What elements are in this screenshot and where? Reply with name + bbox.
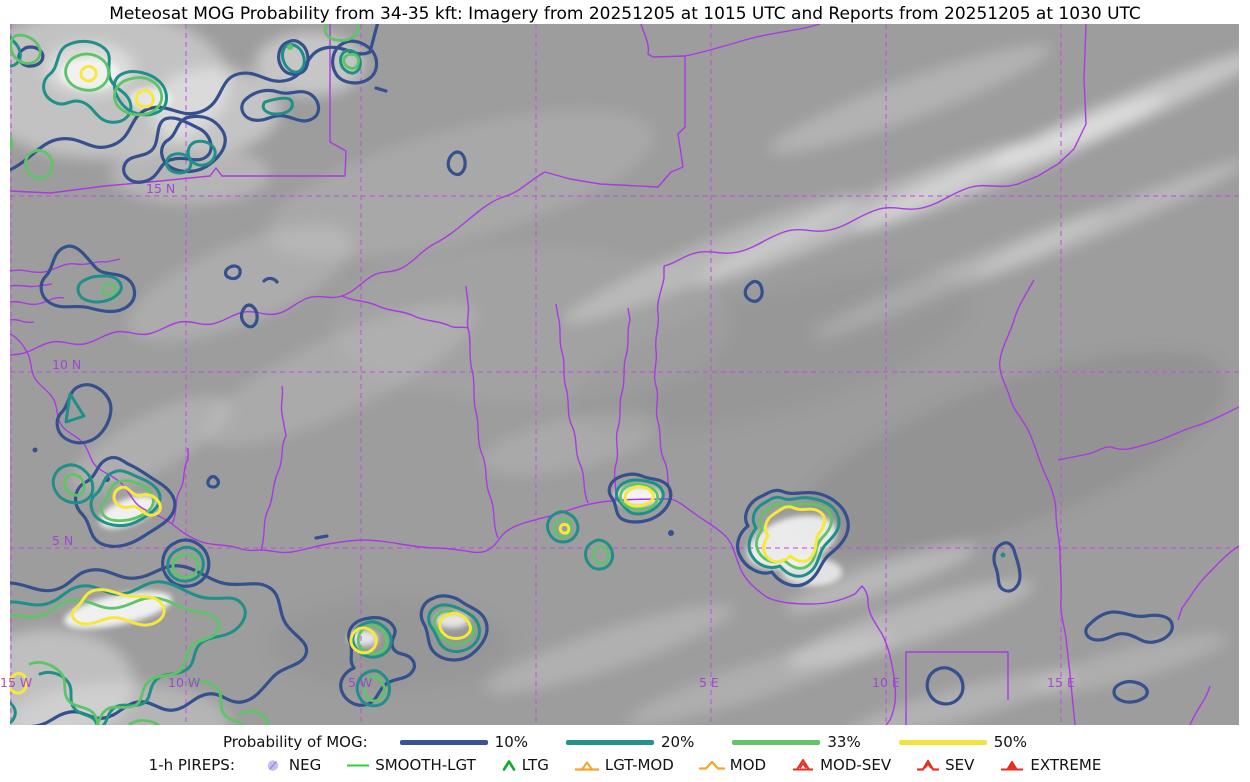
pirep-label-sev: SEV xyxy=(945,756,975,774)
pirep-label-smooth-lgt: SMOOTH-LGT xyxy=(375,756,476,774)
mog-swatch-50 xyxy=(898,739,987,745)
mog-legend-label: Probability of MOG: xyxy=(222,733,368,751)
pirep-label-extreme: EXTREME xyxy=(1030,756,1102,774)
mog-legend-item-50: 50% xyxy=(898,733,1028,751)
extreme-icon xyxy=(1001,760,1024,771)
mog-legend-item-10: 10% xyxy=(399,733,529,751)
lgt-mod-icon xyxy=(574,761,599,771)
contours-10pct xyxy=(10,24,1174,725)
country-boundaries xyxy=(10,24,1239,725)
ltg-icon xyxy=(502,759,516,771)
pirep-item-lgt-mod: LGT-MOD xyxy=(573,756,674,774)
smooth-lgt-icon xyxy=(347,764,370,766)
contours-33pct xyxy=(10,24,833,725)
pireps-legend-label: 1-h PIREPS: xyxy=(148,756,235,774)
mog-swatch-20 xyxy=(566,739,655,745)
pirep-item-smooth-lgt: SMOOTH-LGT xyxy=(345,756,476,774)
satellite-imagery xyxy=(10,24,1239,725)
mog-swatch-33-label: 33% xyxy=(827,733,861,751)
mog-swatch-10 xyxy=(399,739,488,745)
pirep-label-mod-sev: MOD-SEV xyxy=(820,756,892,774)
mog-swatch-50-label: 50% xyxy=(993,733,1028,751)
pirep-item-ltg: LTG xyxy=(500,756,549,774)
neg-icon xyxy=(267,759,279,771)
pirep-label-ltg: LTG xyxy=(521,756,549,774)
contours-20pct xyxy=(10,35,1006,725)
pirep-item-sev: SEV xyxy=(915,756,974,774)
mog-swatch-33 xyxy=(732,739,821,745)
satellite-map: 15 N 10 N 5 N 15 W 10 W 5 W 5 E 10 E 15 … xyxy=(0,24,1239,725)
pirep-label-neg: NEG xyxy=(288,756,322,774)
pirep-item-neg: NEG xyxy=(261,756,321,774)
mog-legend-item-33: 33% xyxy=(732,733,861,751)
mog-swatch-10-label: 10% xyxy=(494,733,529,751)
pirep-label-lgt-mod: LGT-MOD xyxy=(604,756,674,774)
cloud-texture xyxy=(10,24,1239,725)
mod-sev-icon xyxy=(793,759,814,771)
contours-50pct xyxy=(10,64,826,695)
pireps-legend: 1-h PIREPS: NEG SMOOTH-LGT LTG LGT-MOD M… xyxy=(0,756,1250,774)
pirep-item-mod-sev: MOD-SEV xyxy=(790,756,891,774)
sev-icon xyxy=(916,759,940,771)
mog-swatch-20-label: 20% xyxy=(661,733,695,751)
pirep-label-mod: MOD xyxy=(729,756,767,774)
page-title: Meteosat MOG Probability from 34-35 kft:… xyxy=(109,4,1141,24)
mog-legend: Probability of MOG: 10% 20% 33% 50% xyxy=(0,733,1250,751)
mog-legend-item-20: 20% xyxy=(566,733,694,751)
pirep-item-mod: MOD xyxy=(698,756,766,774)
pirep-item-extreme: EXTREME xyxy=(998,756,1101,774)
mod-icon xyxy=(698,760,725,770)
